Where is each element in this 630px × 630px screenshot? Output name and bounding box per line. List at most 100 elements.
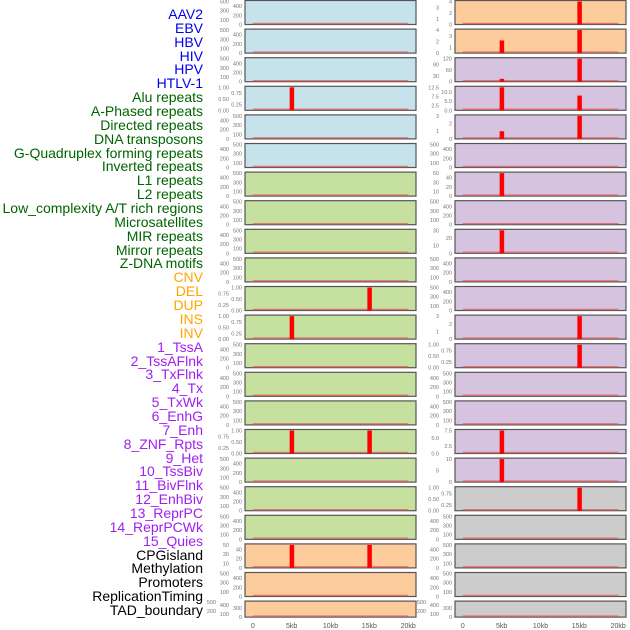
y-tick-label: 500 bbox=[233, 257, 242, 263]
y-tick-label: 4 bbox=[436, 28, 439, 34]
data-bar bbox=[577, 95, 582, 111]
track-label: L2 repeats bbox=[136, 186, 203, 203]
panel-background bbox=[244, 314, 417, 340]
y-tick-label: 400 bbox=[220, 233, 229, 239]
y-tick-label: 200 bbox=[443, 271, 452, 277]
y-tick-label: 200 bbox=[443, 214, 452, 220]
y-tick-label: 1.00 bbox=[231, 429, 242, 435]
y-tick-label: 0.50 bbox=[231, 297, 242, 303]
y-tick-label: 0.50 bbox=[428, 497, 439, 503]
y-tick-label: 500 bbox=[233, 371, 242, 377]
track-label: Promoters bbox=[138, 574, 203, 591]
y-tick-label: 200 bbox=[443, 156, 452, 162]
y-tick-label: 200 bbox=[430, 414, 439, 420]
track-label: Inverted repeats bbox=[101, 158, 203, 175]
data-bar bbox=[577, 344, 582, 368]
y-tick-label: 300 bbox=[430, 152, 439, 158]
y-tick-label: 100 bbox=[443, 533, 452, 539]
y-tick-label: 300 bbox=[233, 152, 242, 158]
track-label: CNV bbox=[173, 269, 203, 286]
y-tick-label: 200 bbox=[430, 585, 439, 591]
y-tick-label: 200 bbox=[220, 357, 229, 363]
y-tick-label: 0 bbox=[226, 423, 229, 429]
y-tick-label: 300 bbox=[443, 524, 452, 530]
track-label: 9_Het bbox=[165, 449, 203, 466]
panel-background bbox=[454, 543, 627, 569]
panel-background bbox=[244, 0, 417, 26]
track-label: A-Phased repeats bbox=[90, 103, 203, 120]
panel-background bbox=[454, 257, 627, 283]
y-tick-label: 500 bbox=[233, 114, 242, 120]
data-bar bbox=[499, 459, 505, 483]
panel-background bbox=[454, 142, 627, 169]
y-tick-label: 200 bbox=[220, 385, 229, 391]
y-tick-label: 400 bbox=[220, 376, 229, 382]
panel-background bbox=[244, 514, 417, 540]
track-label: 10_TssBiv bbox=[139, 463, 203, 480]
y-tick-label: 100 bbox=[233, 218, 242, 224]
y-tick-label: 100 bbox=[443, 561, 452, 567]
y-tick-label: 100 bbox=[220, 590, 229, 596]
panel-background bbox=[244, 571, 417, 598]
y-tick-label: 400 bbox=[233, 490, 242, 496]
panel-background bbox=[454, 514, 627, 540]
y-tick-label: 200 bbox=[220, 128, 229, 134]
y-tick-label: 200 bbox=[220, 156, 229, 162]
y-tick-label: 0 bbox=[436, 566, 439, 572]
y-tick-label: 0.0 bbox=[431, 452, 439, 458]
panel-background bbox=[244, 28, 417, 54]
y-tick-label: 400 bbox=[443, 290, 452, 296]
y-tick-label: 300 bbox=[443, 381, 452, 387]
y-tick-label: 400 bbox=[220, 204, 229, 210]
y-tick-label: 0.75 bbox=[218, 434, 229, 440]
y-tick-label: 0 bbox=[449, 309, 452, 315]
y-tick-label: 100 bbox=[430, 275, 439, 281]
panel-background bbox=[244, 371, 417, 397]
y-tick-label: 100 bbox=[220, 612, 229, 618]
panel-background bbox=[454, 371, 627, 397]
panel-background bbox=[454, 285, 627, 312]
y-tick-label: 0 bbox=[436, 394, 439, 400]
y-tick-label: 90 bbox=[433, 62, 439, 68]
data-bar bbox=[499, 230, 505, 254]
y-tick-label: 100 bbox=[443, 418, 452, 424]
y-tick-label: 400 bbox=[233, 462, 242, 468]
data-bar bbox=[289, 430, 295, 454]
track-label: HTLV-1 bbox=[156, 75, 203, 92]
y-tick-label: 400 bbox=[430, 405, 439, 411]
y-tick-label: 200 bbox=[220, 414, 229, 420]
y-tick-label: 300 bbox=[233, 238, 242, 244]
panel-background bbox=[244, 57, 417, 83]
track-label: G-Quadruplex forming repeats bbox=[13, 144, 203, 161]
y-tick-label: 0 bbox=[239, 509, 242, 515]
track-label: 7_Enh bbox=[162, 421, 203, 438]
y-tick-label: 200 bbox=[233, 471, 242, 477]
y-tick-label: 1 bbox=[436, 329, 439, 335]
y-tick-label: 0.75 bbox=[441, 348, 452, 354]
y-tick-label: 500 bbox=[233, 200, 242, 206]
track-label: AAV2 bbox=[168, 6, 203, 22]
y-tick-label: 5.0 bbox=[431, 436, 439, 442]
y-tick-label: 0.25 bbox=[231, 331, 242, 337]
y-tick-label: 0.25 bbox=[441, 360, 452, 366]
y-tick-label: 10.0 bbox=[441, 90, 452, 96]
y-tick-label: 200 bbox=[207, 609, 216, 615]
panel-background bbox=[454, 571, 627, 598]
data-bar bbox=[577, 1, 582, 25]
y-tick-label: 400 bbox=[233, 519, 242, 525]
y-tick-label: 3 bbox=[436, 114, 439, 120]
y-tick-label: 100 bbox=[220, 47, 229, 53]
y-tick-label: 100 bbox=[233, 161, 242, 167]
y-tick-label: 0 bbox=[449, 166, 452, 172]
x-tick-label: 20kb bbox=[611, 623, 626, 630]
panel-background bbox=[244, 400, 417, 426]
y-tick-label: 300 bbox=[430, 295, 439, 301]
y-tick-label: 0.50 bbox=[231, 440, 242, 446]
y-tick-label: 400 bbox=[233, 4, 242, 10]
y-tick-label: 100 bbox=[233, 247, 242, 253]
panel-background bbox=[244, 343, 417, 369]
y-tick-label: 30 bbox=[433, 180, 439, 186]
panel-background bbox=[244, 600, 417, 618]
y-tick-label: 500 bbox=[233, 400, 242, 406]
y-tick-label: 0 bbox=[449, 137, 452, 143]
